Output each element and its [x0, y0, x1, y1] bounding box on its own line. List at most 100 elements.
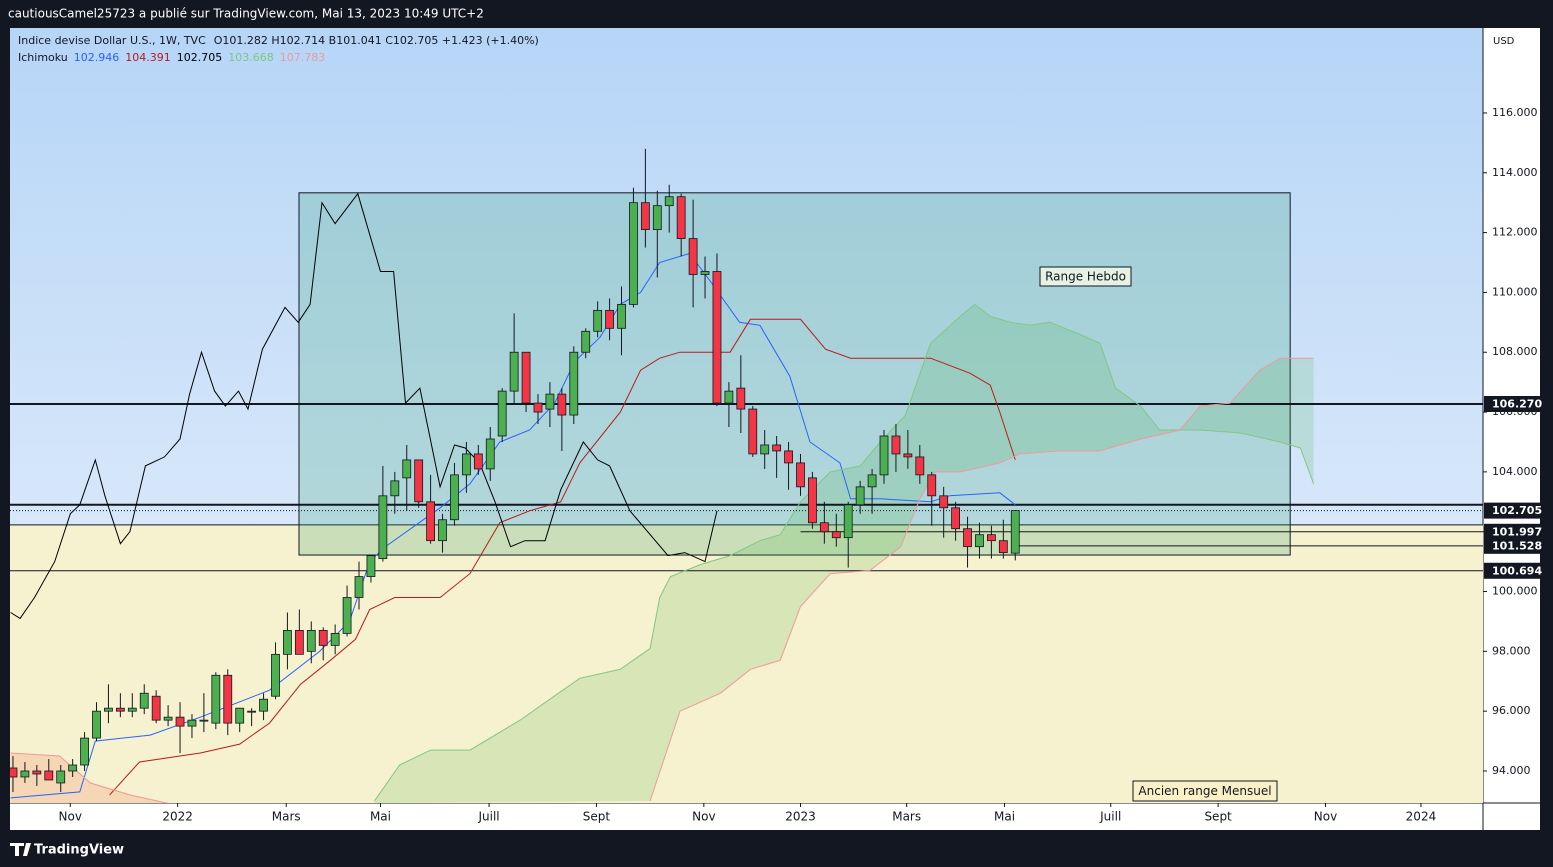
currency: USD: [1493, 36, 1515, 47]
candle-body: [306, 630, 316, 652]
indicator-line: [10, 357, 1314, 803]
candle-body: [151, 695, 161, 721]
price-label-box: [1484, 562, 1540, 579]
candle-body: [330, 633, 340, 646]
y-tick-label: 108.000: [1492, 345, 1538, 358]
candle-body: [724, 390, 734, 404]
candle-body: [939, 495, 949, 509]
x-tick-label: Sept: [1204, 810, 1232, 824]
x-tick-label: 2022: [162, 810, 193, 824]
price-label: 106.270: [1492, 397, 1542, 410]
price-label: 102.705: [1492, 504, 1542, 517]
x-tick-label: Sept: [583, 810, 611, 824]
candle-body: [593, 309, 603, 332]
indicator-value: 102.946: [74, 51, 120, 64]
annotation-box: [1039, 266, 1132, 287]
candle-body: [557, 393, 567, 416]
candle-body: [533, 402, 543, 413]
legend-symbol: Indice devise Dollar U.S., 1W, TVC O101.2…: [18, 34, 539, 47]
price-label-box: [1484, 523, 1540, 540]
candle-body: [652, 205, 662, 231]
candle-body: [127, 707, 137, 712]
candle-body: [963, 528, 972, 548]
candle-body: [688, 238, 698, 275]
price-label-box: [1484, 395, 1540, 412]
annotation-box: [1132, 780, 1278, 802]
candle-body: [32, 770, 42, 775]
price-label: 101.528: [1492, 539, 1542, 552]
legend-indicator: Ichimoku 102.946 104.391 102.705 103.668 107.…: [18, 51, 325, 64]
candle-body: [163, 716, 173, 721]
publisher: cautiousCamel25723 a publié sur TradingV…: [8, 7, 484, 21]
y-tick-label: 112.000: [1492, 226, 1538, 239]
candle-body: [772, 444, 782, 452]
brand: TradingView: [34, 843, 124, 858]
candle-body: [748, 408, 758, 455]
candle-body: [271, 653, 280, 697]
y-tick-label: 114.000: [1492, 166, 1538, 179]
candle-body: [569, 351, 579, 416]
price-label: 100.694: [1492, 564, 1542, 577]
candle-body: [342, 597, 352, 634]
ohlc: O101.282 H102.714 B101.041 C102.705 +1.4…: [214, 34, 539, 47]
indicator-name: Ichimoku: [18, 51, 68, 64]
price-label-box: [1484, 502, 1540, 519]
candle-body: [175, 716, 185, 727]
candle-body: [10, 767, 18, 778]
y-tick-label: 98.000: [1492, 644, 1531, 657]
indicator-value: 102.705: [177, 51, 223, 64]
candle-body: [605, 309, 614, 329]
candle-body: [390, 480, 400, 497]
cloud: [374, 304, 1314, 803]
candle-body: [855, 486, 865, 506]
candle-body: [843, 504, 853, 539]
candle-body: [438, 519, 447, 542]
candle-body: [223, 674, 233, 724]
candle-body: [247, 710, 257, 713]
indicator-value: 104.391: [125, 51, 171, 64]
x-tick-label: Nov: [692, 810, 715, 824]
price-label-box: [1484, 537, 1540, 554]
candle-body: [426, 501, 436, 542]
x-tick-label: Mai: [994, 810, 1015, 824]
candle-body: [402, 459, 412, 479]
candle-body: [187, 719, 197, 727]
candle-body: [115, 707, 125, 712]
candle-body: [378, 495, 388, 560]
candle-body: [461, 453, 471, 476]
candle-body: [259, 698, 268, 712]
candle-body: [104, 707, 113, 712]
x-tick-label: Juill: [1099, 810, 1121, 824]
candle-body: [318, 630, 328, 646]
candle-body: [294, 630, 304, 655]
x-tick-label: 2023: [785, 810, 816, 824]
candle-body: [891, 435, 901, 455]
x-tick-label: Nov: [1314, 810, 1337, 824]
y-tick-label: 100.000: [1492, 585, 1538, 598]
candle-body: [796, 462, 805, 488]
candle-body: [485, 438, 495, 470]
candle-body: [450, 474, 459, 521]
x-tick-label: Nov: [59, 810, 82, 824]
candle-body: [831, 531, 841, 539]
y-tick-label: 104.000: [1492, 465, 1538, 478]
candle-body: [664, 196, 674, 207]
candle-body: [975, 534, 984, 548]
candle-body: [497, 390, 507, 437]
price-axis: [1483, 28, 1540, 830]
candle-body: [784, 450, 793, 464]
candle-body: [509, 351, 519, 392]
candle-body: [617, 303, 626, 329]
candle-body: [676, 196, 686, 239]
candle-body: [473, 453, 483, 470]
candle-body: [283, 630, 292, 655]
annotation: Range Hebdo: [1045, 270, 1126, 284]
price-label: 101.997: [1492, 525, 1542, 538]
candle-body: [867, 474, 877, 488]
candle-body: [927, 474, 937, 497]
candle-body: [700, 271, 710, 275]
candle-body: [139, 692, 149, 709]
candle-body: [92, 710, 101, 739]
candle-body: [736, 387, 746, 410]
